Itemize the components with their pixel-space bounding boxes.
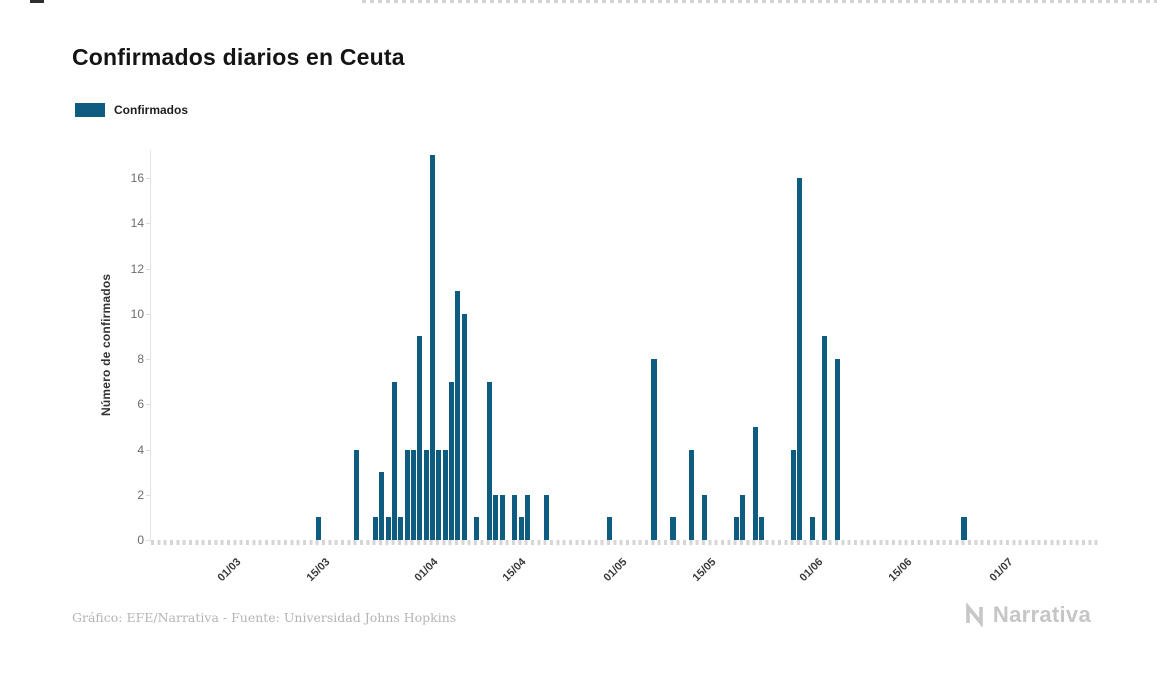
y-tick-label: 16 bbox=[130, 171, 144, 185]
y-tick-mark bbox=[146, 268, 151, 270]
bar[interactable] bbox=[461, 313, 467, 540]
y-tick-mark bbox=[146, 494, 151, 496]
y-tick-label: 10 bbox=[130, 306, 144, 321]
y-axis-title: Número de confirmados bbox=[99, 273, 113, 417]
bar[interactable] bbox=[739, 494, 746, 540]
y-tick-label: 8 bbox=[137, 352, 144, 366]
bar[interactable] bbox=[822, 336, 828, 540]
bar[interactable] bbox=[524, 494, 530, 540]
narrativa-logo-text: Narrativa bbox=[992, 602, 1091, 627]
x-tick-label: 15/06 bbox=[886, 556, 915, 584]
bar[interactable] bbox=[758, 517, 765, 540]
bar[interactable] bbox=[670, 517, 676, 540]
top-edge-dashes bbox=[362, 0, 1157, 3]
x-tick-label: 15/05 bbox=[690, 556, 719, 584]
bar[interactable] bbox=[809, 517, 815, 540]
bar[interactable] bbox=[543, 494, 549, 540]
footer-credit: Gráfico: EFE/Narrativa - Fuente: Univers… bbox=[72, 610, 457, 625]
bar[interactable] bbox=[474, 517, 480, 540]
bar[interactable] bbox=[392, 381, 398, 540]
x-tick-label: 01/06 bbox=[797, 556, 826, 584]
y-tick-mark bbox=[146, 223, 151, 225]
narrativa-logo-icon bbox=[966, 603, 983, 627]
top-left-mark bbox=[30, 0, 44, 3]
bar[interactable] bbox=[373, 517, 379, 540]
x-tick-label: 15/04 bbox=[500, 556, 529, 584]
y-tick-label: 14 bbox=[130, 216, 144, 231]
bar[interactable] bbox=[455, 291, 461, 540]
bar[interactable] bbox=[385, 517, 391, 540]
bar[interactable] bbox=[752, 426, 758, 540]
bar[interactable] bbox=[512, 494, 518, 540]
bar[interactable] bbox=[410, 449, 417, 540]
bar[interactable] bbox=[796, 178, 803, 540]
bar[interactable] bbox=[379, 472, 385, 540]
bar[interactable] bbox=[398, 517, 404, 540]
bar[interactable] bbox=[607, 517, 613, 540]
y-axis-tick-labels: 0 2 4 6 8 10 12 14 16 bbox=[116, 150, 144, 547]
bar[interactable] bbox=[436, 449, 442, 540]
bar[interactable] bbox=[448, 381, 455, 540]
bar[interactable] bbox=[834, 359, 840, 540]
x-tick-label: 01/05 bbox=[601, 556, 630, 584]
x-axis-tick-labels: 01/03 15/03 01/04 15/04 01/05 15/05 01/06 15/06… bbox=[150, 550, 1150, 600]
y-tick-mark bbox=[146, 359, 151, 360]
bar[interactable] bbox=[651, 359, 657, 540]
legend: Confirmados bbox=[75, 103, 188, 117]
bar[interactable] bbox=[689, 449, 695, 540]
bar[interactable] bbox=[486, 381, 493, 540]
bar[interactable] bbox=[733, 517, 739, 540]
bar[interactable] bbox=[493, 494, 499, 540]
y-tick-label: 2 bbox=[137, 487, 144, 502]
page-title: Confirmados diarios en Ceuta bbox=[72, 44, 405, 70]
bar[interactable] bbox=[404, 449, 410, 540]
y-tick-mark bbox=[146, 313, 151, 315]
bar[interactable] bbox=[702, 494, 708, 540]
legend-color-swatch bbox=[75, 103, 105, 117]
bar[interactable] bbox=[442, 449, 448, 540]
y-tick-label: 6 bbox=[137, 397, 144, 412]
bar[interactable] bbox=[429, 155, 436, 540]
plot-area bbox=[146, 150, 1100, 545]
bar[interactable] bbox=[790, 449, 796, 540]
narrativa-logo: Narrativa bbox=[964, 602, 1091, 628]
y-tick-mark bbox=[146, 178, 151, 179]
y-tick-mark bbox=[146, 449, 151, 451]
x-axis-day-ticks bbox=[151, 540, 1100, 545]
bar[interactable] bbox=[423, 449, 429, 540]
bar[interactable] bbox=[316, 517, 322, 540]
y-tick-label: 4 bbox=[137, 442, 144, 457]
y-tick-mark bbox=[146, 540, 151, 541]
y-tick-label: 12 bbox=[130, 261, 144, 276]
y-tick-label: 0 bbox=[137, 533, 144, 547]
bar[interactable] bbox=[499, 494, 505, 540]
bar[interactable] bbox=[518, 517, 524, 540]
legend-label: Confirmados bbox=[114, 103, 189, 117]
bar[interactable] bbox=[354, 449, 360, 540]
bar[interactable] bbox=[417, 336, 423, 540]
y-tick-mark bbox=[146, 404, 151, 406]
bar[interactable] bbox=[961, 517, 967, 540]
